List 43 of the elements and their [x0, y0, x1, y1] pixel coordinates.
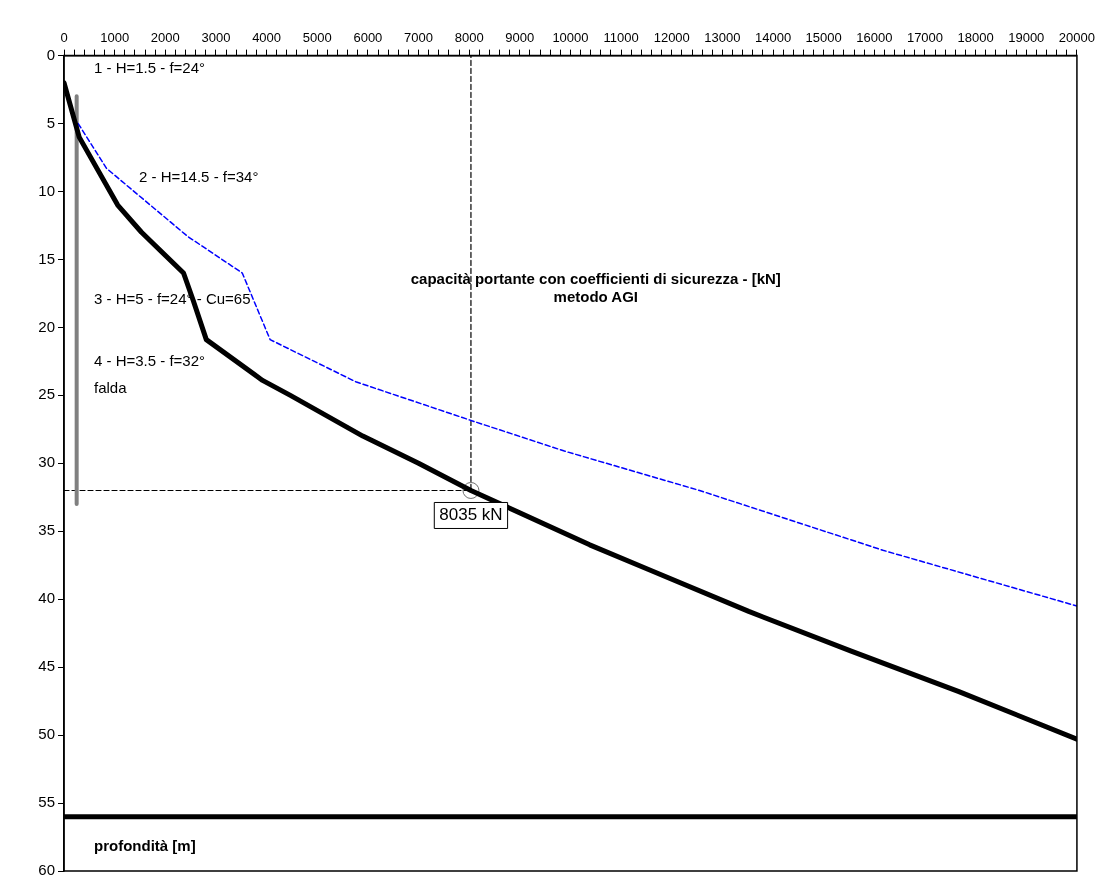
x-tick-label: 7000 [404, 30, 433, 46]
x-tick-label: 16000 [856, 30, 893, 46]
x-tick-label: 5000 [302, 30, 332, 46]
line-series [77, 122, 1077, 607]
y-tick-label: 10 [38, 181, 55, 199]
y-tick-label: 60 [38, 861, 55, 879]
y-tick-label: 50 [38, 725, 55, 743]
text: capacità portante con coefficienti di sicurezza - [kN] metodo AGI [410, 269, 781, 305]
x-tick-label: 0 [60, 30, 68, 46]
y-tick-label: 5 [46, 113, 55, 131]
annotation: 8035 kN [439, 505, 503, 525]
x-tick-label: 4000 [252, 30, 282, 46]
y-tick-label: 55 [38, 793, 55, 811]
x-tick-label: 2000 [150, 30, 180, 46]
annotation: 2 - H=14.5 - f=34° [139, 168, 259, 186]
y-tick-label: 45 [38, 657, 55, 675]
y-tick-label: 30 [38, 453, 55, 471]
y-tick-label: 20 [38, 317, 55, 335]
y-tick-label: 25 [38, 385, 55, 403]
x-tick-label: 1000 [100, 30, 130, 46]
x-tick-label: 19000 [1008, 30, 1045, 46]
x-tick-label: 15000 [805, 30, 842, 46]
x-tick-label: 6000 [353, 30, 383, 46]
x-tick-label: 11000 [603, 30, 639, 46]
y-tick-label: 40 [38, 589, 55, 607]
y-axis-title: profondità [m] [94, 836, 196, 854]
y-tick-label: 0 [46, 45, 55, 63]
x-tick-label: 13000 [704, 30, 741, 46]
x-tick-label: 9000 [505, 30, 535, 46]
annotation: falda [94, 378, 128, 396]
x-tick-label: 14000 [754, 30, 792, 46]
annotation: 1 - H=1.5 - f=24° [94, 59, 206, 77]
y-tick-label: 15 [38, 249, 55, 267]
x-tick-label: 12000 [653, 30, 690, 46]
x-tick-label: 10000 [552, 30, 589, 46]
x-tick-label: 17000 [906, 30, 944, 46]
x-tick-label: 3000 [201, 30, 231, 46]
annotation: 3 - H=5 - f=24° - Cu=65 [94, 290, 251, 308]
x-tick-label: 20000 [1058, 30, 1095, 46]
annotation: 4 - H=3.5 - f=32° [94, 351, 206, 369]
x-tick-label: 8000 [454, 30, 484, 46]
y-tick-label: 35 [38, 521, 55, 539]
x-tick-label: 18000 [957, 30, 994, 46]
